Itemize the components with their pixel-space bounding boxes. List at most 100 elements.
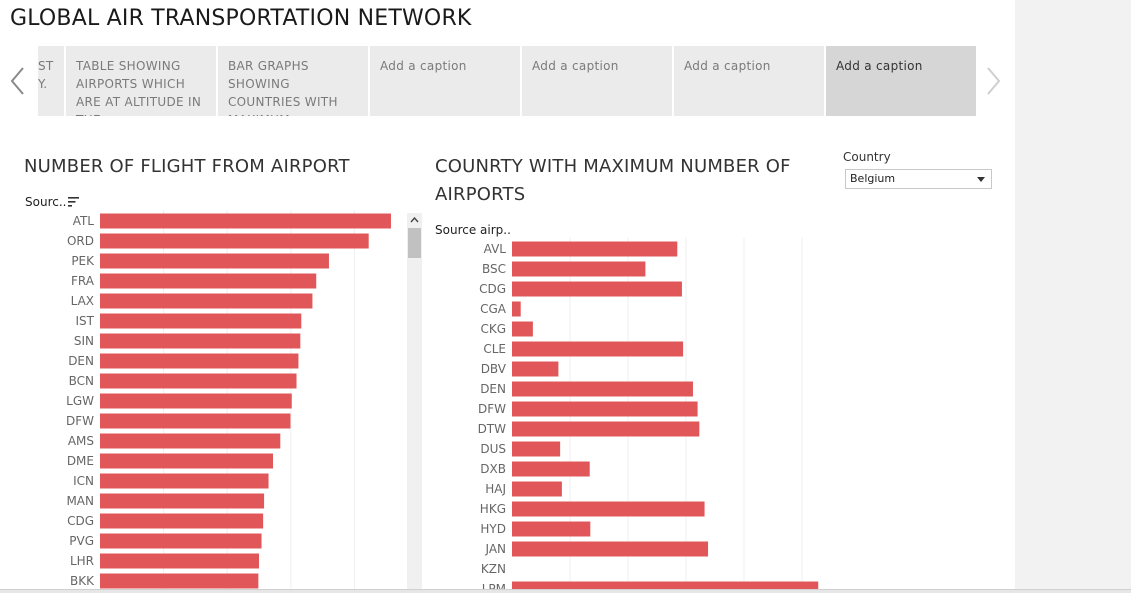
bottom-scrollbar[interactable] bbox=[0, 589, 1131, 593]
country-filter-label: Country bbox=[843, 150, 891, 164]
sort-descending-icon[interactable] bbox=[68, 197, 79, 207]
country-filter-value: Belgium bbox=[850, 172, 896, 185]
bar bbox=[512, 301, 521, 317]
caption-text: BAR GRAPHS SHOWING COUNTRIES WITH MAXIMU… bbox=[228, 59, 338, 116]
tick-label: HAJ bbox=[485, 482, 506, 496]
caption-text: Add a caption bbox=[380, 59, 467, 73]
bar bbox=[512, 381, 693, 397]
airports-by-country-chart: AVL BSC CDG CGA CKG CLE DBV DEN DFW DTW DUS DXB HAJ H… bbox=[423, 238, 843, 590]
tick-label: KZN bbox=[481, 562, 506, 576]
bar bbox=[512, 461, 590, 477]
chevron-left-icon[interactable] bbox=[8, 64, 28, 98]
tick-label: MAN bbox=[66, 494, 94, 508]
caption-text: Add a caption bbox=[532, 59, 619, 73]
chart1-scrollbar[interactable] bbox=[407, 213, 422, 593]
tick-label: SIN bbox=[74, 334, 94, 348]
tick-label: ICN bbox=[73, 474, 94, 488]
bar bbox=[100, 213, 391, 229]
bar bbox=[100, 493, 265, 509]
right-gutter bbox=[1015, 0, 1131, 593]
tick-label: ATL bbox=[73, 214, 95, 228]
tick-label: FRA bbox=[71, 274, 95, 288]
tick-label: AVL bbox=[484, 242, 507, 256]
bar bbox=[100, 453, 273, 469]
bar bbox=[512, 581, 819, 590]
bar bbox=[100, 393, 292, 409]
tick-label: LAX bbox=[71, 294, 94, 308]
caption-text: Add a caption bbox=[684, 59, 771, 73]
tick-label: PVG bbox=[69, 534, 94, 548]
bar bbox=[512, 421, 700, 437]
bar bbox=[512, 541, 709, 557]
tick-label: JAN bbox=[484, 542, 506, 556]
story-point-caption[interactable]: BAR GRAPHS SHOWING COUNTRIES WITH MAXIMU… bbox=[218, 46, 368, 116]
tick-label: BSC bbox=[482, 262, 506, 276]
bar bbox=[100, 513, 264, 529]
scroll-up-icon[interactable] bbox=[410, 217, 419, 223]
sheet1-field-label[interactable]: Sourc.. bbox=[25, 195, 67, 209]
sheet2-title: COUNRTY WITH MAXIMUM NUMBER OF AIRPORTS bbox=[435, 156, 791, 205]
bar bbox=[100, 573, 259, 589]
tick-label: HYD bbox=[480, 522, 506, 536]
bar bbox=[100, 473, 269, 489]
bar bbox=[512, 481, 562, 497]
tick-label: DFW bbox=[478, 402, 506, 416]
bar bbox=[512, 521, 591, 537]
story-point-caption[interactable]: ST Y. bbox=[38, 46, 64, 116]
tick-label: LHR bbox=[70, 554, 94, 568]
bar bbox=[100, 433, 281, 449]
flights-by-airport-chart: ATL ORD PEK FRA LAX IST SIN DEN BCN LGW DFW AMS DME I… bbox=[0, 210, 407, 590]
story-point-caption[interactable]: TABLE SHOWING AIRPORTS WHICH ARE AT ALTI… bbox=[66, 46, 216, 116]
flights-by-airport-svg: ATL ORD PEK FRA LAX IST SIN DEN BCN LGW DFW AMS DME I… bbox=[66, 210, 391, 590]
tick-label: DUS bbox=[480, 442, 506, 456]
country-filter-dropdown[interactable]: Belgium bbox=[845, 169, 992, 189]
sheet2-field-label[interactable]: Source airp.. bbox=[435, 223, 511, 237]
bar bbox=[512, 501, 705, 517]
caption-text: Add a caption bbox=[836, 59, 923, 73]
bar bbox=[512, 321, 533, 337]
story-point-caption-active[interactable]: Add a caption bbox=[826, 46, 976, 116]
tick-label: HKG bbox=[480, 502, 506, 516]
bar bbox=[100, 293, 313, 309]
bar bbox=[512, 261, 646, 277]
scrollbar-thumb[interactable] bbox=[408, 228, 421, 258]
tick-label: DFW bbox=[66, 414, 94, 428]
bar bbox=[100, 253, 329, 269]
bar bbox=[100, 373, 297, 389]
chevron-down-icon[interactable] bbox=[977, 177, 985, 182]
story-point-caption[interactable]: Add a caption bbox=[370, 46, 520, 116]
caption-text: ST Y. bbox=[38, 59, 54, 91]
tick-label: DTW bbox=[478, 422, 507, 436]
airports-by-country-svg: AVL BSC CDG CGA CKG CLE DBV DEN DFW DTW DUS DXB HAJ H… bbox=[478, 238, 819, 590]
tick-label: DEN bbox=[480, 382, 506, 396]
bar bbox=[512, 281, 682, 297]
tick-label: CDG bbox=[67, 514, 94, 528]
bar bbox=[100, 353, 299, 369]
caption-text: TABLE SHOWING AIRPORTS WHICH ARE AT ALTI… bbox=[76, 59, 202, 116]
tick-label: IST bbox=[76, 314, 95, 328]
tick-label: DME bbox=[67, 454, 94, 468]
tick-label: BCN bbox=[69, 374, 94, 388]
bar bbox=[100, 333, 301, 349]
tick-label: DXB bbox=[480, 462, 506, 476]
tick-label: LPM bbox=[482, 582, 506, 590]
sheet1-title: NUMBER OF FLIGHT FROM AIRPORT bbox=[24, 156, 350, 177]
story-point-caption[interactable]: Add a caption bbox=[522, 46, 672, 116]
tick-label: CGA bbox=[480, 302, 507, 316]
story-caption-strip: ST Y. TABLE SHOWING AIRPORTS WHICH ARE A… bbox=[38, 46, 976, 116]
bar bbox=[512, 441, 561, 457]
tick-label: DEN bbox=[68, 354, 94, 368]
bar bbox=[100, 313, 302, 329]
bar bbox=[512, 241, 678, 257]
tick-label: AMS bbox=[68, 434, 94, 448]
chevron-right-icon[interactable] bbox=[983, 64, 1003, 98]
bar bbox=[100, 233, 369, 249]
tick-label: DBV bbox=[481, 362, 507, 376]
tick-label: LGW bbox=[66, 394, 94, 408]
story-point-caption[interactable]: Add a caption bbox=[674, 46, 824, 116]
tick-label: CKG bbox=[480, 322, 506, 336]
bar bbox=[100, 413, 291, 429]
bar bbox=[100, 553, 259, 569]
bar bbox=[100, 273, 317, 289]
story-title: GLOBAL AIR TRANSPORTATION NETWORK bbox=[10, 6, 472, 31]
